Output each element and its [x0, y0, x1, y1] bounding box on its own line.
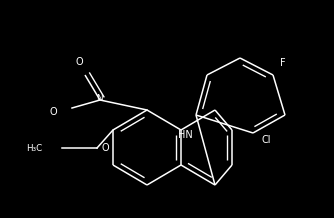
- Text: O: O: [101, 143, 109, 153]
- Text: H₃C: H₃C: [26, 143, 42, 153]
- Text: HN: HN: [178, 130, 193, 140]
- Text: F: F: [280, 58, 286, 68]
- Text: O: O: [49, 107, 57, 117]
- Text: N: N: [97, 94, 103, 102]
- Text: O: O: [75, 57, 83, 67]
- Text: Cl: Cl: [262, 135, 272, 145]
